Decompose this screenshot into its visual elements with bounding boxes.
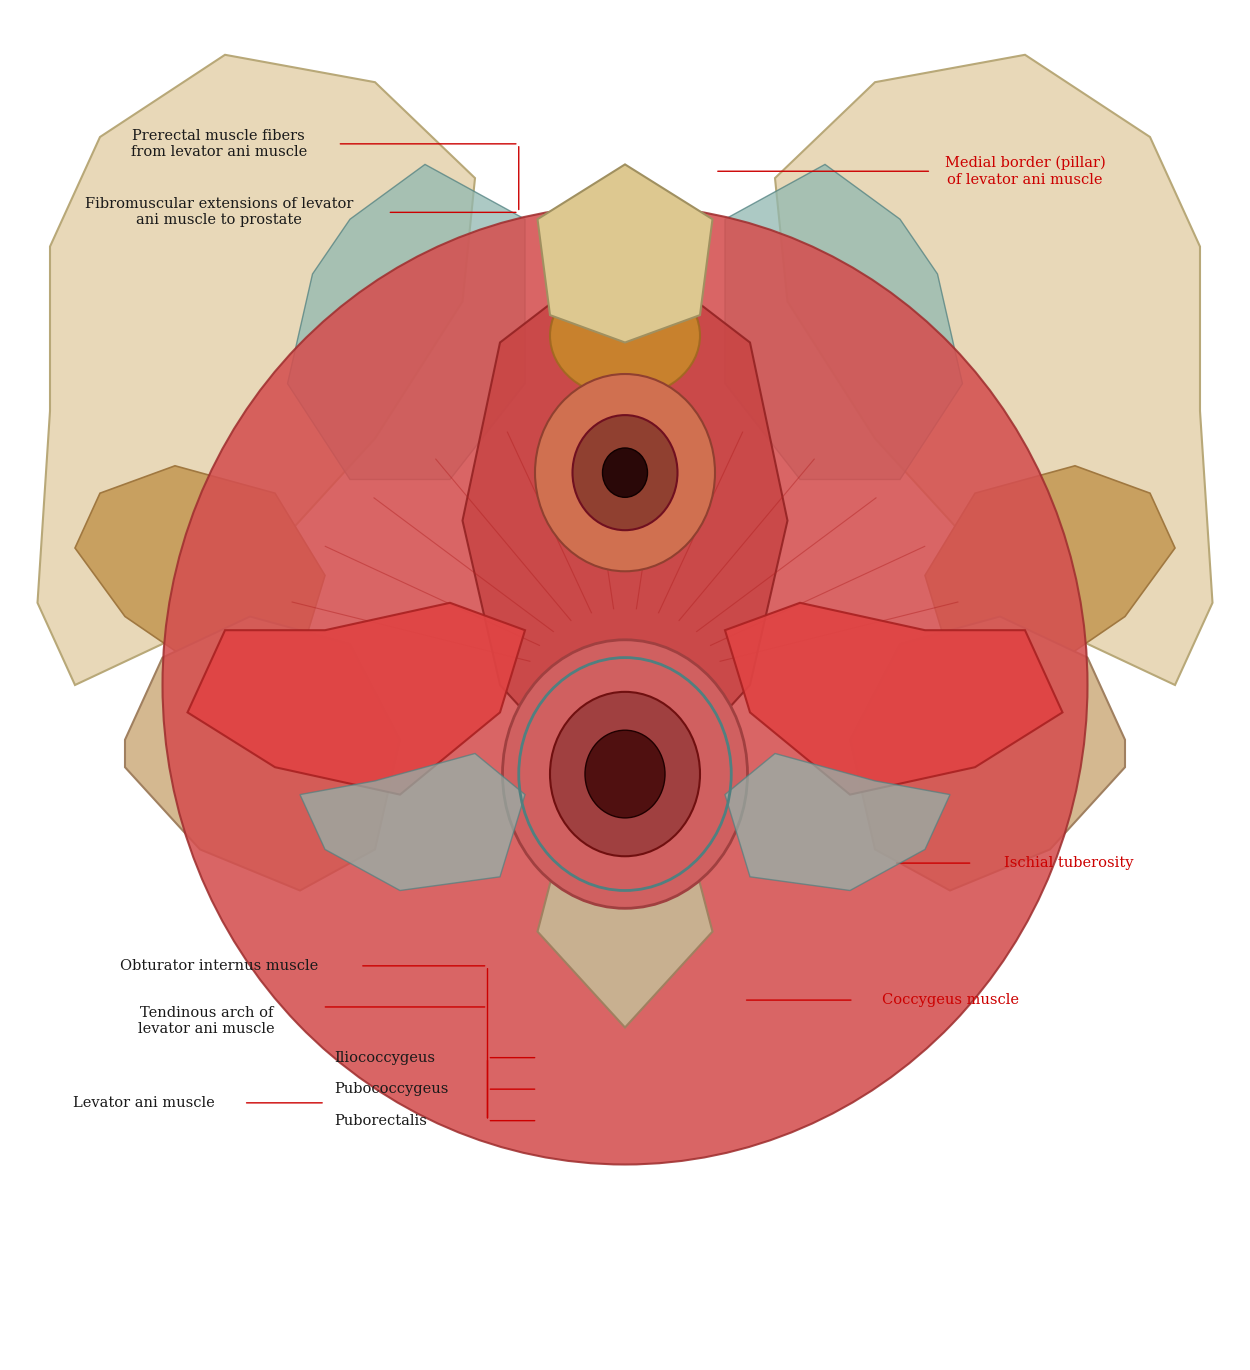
Circle shape (535, 374, 715, 571)
Text: Coccygeus muscle: Coccygeus muscle (881, 993, 1019, 1007)
Text: Levator ani muscle: Levator ani muscle (72, 1096, 215, 1110)
Text: Tendinous arch of
levator ani muscle: Tendinous arch of levator ani muscle (138, 1006, 275, 1036)
Polygon shape (38, 55, 475, 685)
Circle shape (602, 448, 648, 497)
Polygon shape (538, 795, 712, 1028)
Text: Ischial tuberosity: Ischial tuberosity (1004, 856, 1134, 870)
Ellipse shape (162, 206, 1088, 1164)
Text: Medial border (pillar)
of levator ani muscle: Medial border (pillar) of levator ani mu… (945, 156, 1105, 186)
Polygon shape (725, 603, 1062, 795)
Polygon shape (188, 603, 525, 795)
Polygon shape (300, 754, 525, 891)
Text: Obturator internus muscle: Obturator internus muscle (120, 959, 318, 973)
Text: Fibromuscular extensions of levator
ani muscle to prostate: Fibromuscular extensions of levator ani … (85, 197, 352, 227)
Circle shape (572, 415, 678, 530)
Ellipse shape (550, 274, 700, 397)
Polygon shape (775, 55, 1212, 685)
Polygon shape (538, 164, 712, 342)
Polygon shape (925, 466, 1175, 685)
Polygon shape (725, 164, 963, 480)
Polygon shape (725, 754, 950, 891)
Text: Pubococcygeus: Pubococcygeus (334, 1082, 449, 1096)
Text: Puborectalis: Puborectalis (334, 1114, 426, 1128)
Circle shape (585, 730, 665, 818)
Polygon shape (462, 247, 788, 822)
Polygon shape (125, 616, 400, 890)
Polygon shape (850, 616, 1125, 890)
Polygon shape (288, 164, 525, 480)
Circle shape (503, 640, 748, 908)
Text: Iliococcygeus: Iliococcygeus (334, 1051, 435, 1064)
Text: Prerectal muscle fibers
from levator ani muscle: Prerectal muscle fibers from levator ani… (131, 129, 308, 159)
Circle shape (550, 692, 700, 856)
Polygon shape (75, 466, 325, 685)
